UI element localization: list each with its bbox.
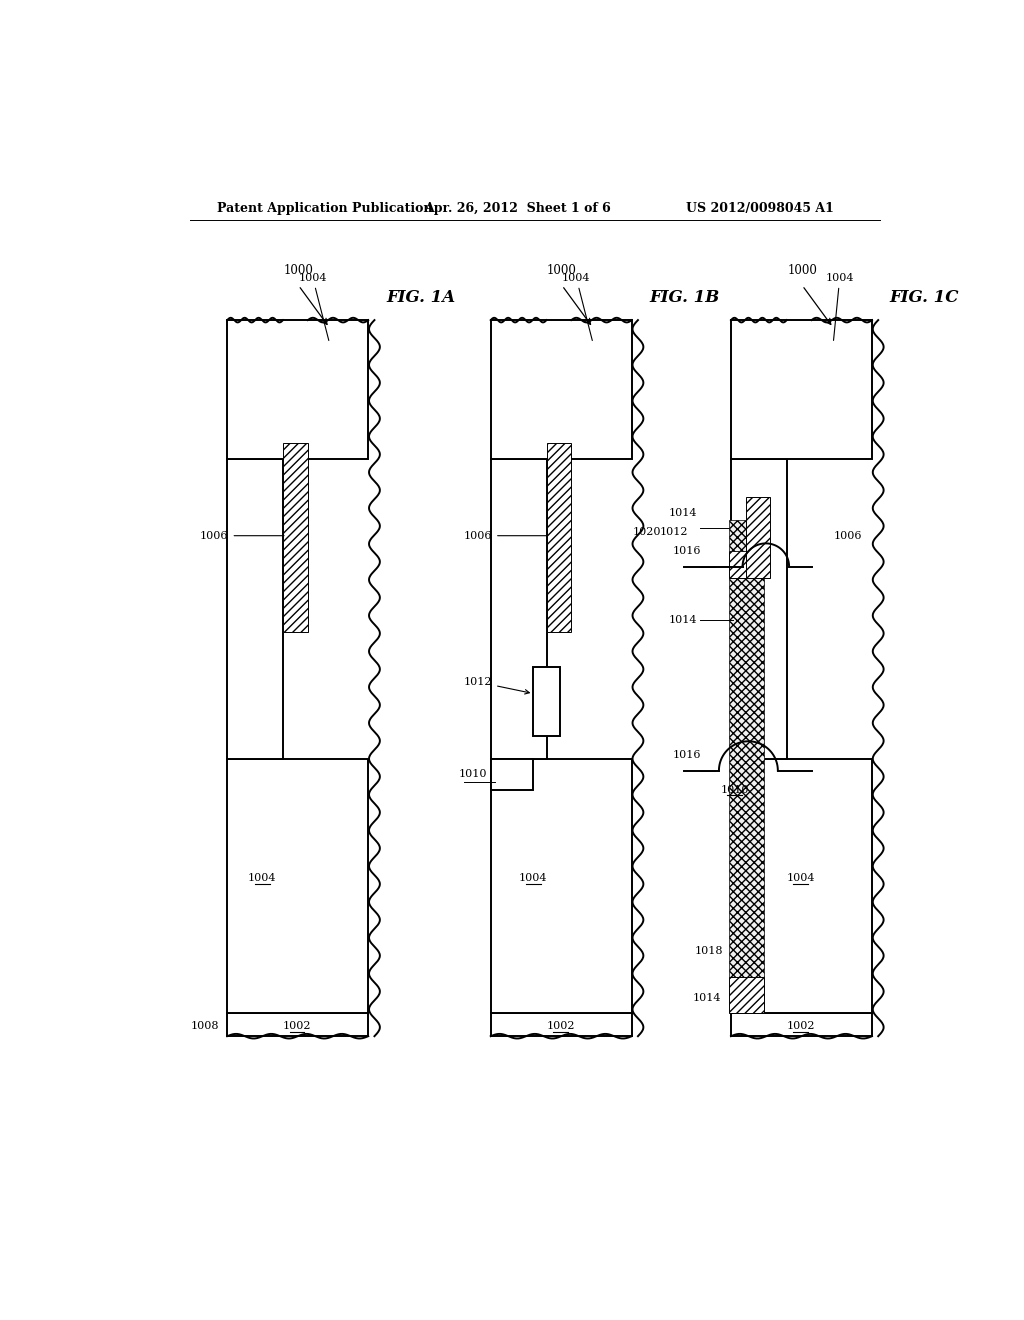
Text: 1018: 1018 (694, 946, 723, 957)
Bar (731, 759, 872, 1014)
Text: 1016: 1016 (673, 546, 701, 556)
Text: 1004: 1004 (299, 273, 329, 341)
Text: 1016: 1016 (673, 750, 701, 760)
Text: 1010: 1010 (721, 785, 750, 795)
Bar (729, 578, 764, 977)
Text: 1004: 1004 (519, 874, 548, 883)
Text: 1014: 1014 (669, 508, 697, 517)
Text: 1010: 1010 (459, 770, 486, 779)
Bar (490, 321, 632, 459)
Bar (227, 759, 369, 1014)
Text: 1002: 1002 (283, 1022, 311, 1031)
Bar (729, 552, 764, 578)
Bar (227, 1014, 369, 1036)
Text: 1008: 1008 (190, 1022, 219, 1031)
Text: FIG. 1C: FIG. 1C (890, 289, 959, 305)
Bar (746, 498, 770, 578)
Text: 1000: 1000 (787, 264, 817, 277)
Text: 1006: 1006 (464, 531, 548, 541)
Bar (547, 444, 571, 632)
Bar (227, 459, 283, 759)
Bar (283, 444, 308, 632)
Text: 1012: 1012 (464, 677, 529, 694)
Bar (490, 759, 632, 1014)
Text: US 2012/0098045 A1: US 2012/0098045 A1 (686, 202, 834, 215)
Bar (490, 759, 534, 789)
Text: 1004: 1004 (825, 273, 854, 341)
Text: 1004: 1004 (786, 874, 815, 883)
Bar (731, 321, 872, 459)
Text: 1020: 1020 (633, 527, 662, 537)
Text: 1014: 1014 (692, 993, 721, 1003)
Text: 1000: 1000 (547, 264, 577, 277)
Bar (729, 520, 746, 552)
Bar (534, 667, 560, 737)
Text: 1012: 1012 (659, 527, 688, 537)
Text: 1000: 1000 (284, 264, 313, 277)
Bar (490, 459, 547, 759)
Text: 1006: 1006 (834, 531, 862, 541)
Bar (731, 459, 786, 759)
Text: 1014: 1014 (669, 615, 697, 626)
Text: 1002: 1002 (546, 1022, 574, 1031)
Text: Apr. 26, 2012  Sheet 1 of 6: Apr. 26, 2012 Sheet 1 of 6 (424, 202, 610, 215)
Text: 1002: 1002 (786, 1022, 815, 1031)
Text: 1006: 1006 (200, 531, 284, 541)
Bar (490, 1014, 632, 1036)
Bar (227, 321, 369, 459)
Bar (731, 1014, 872, 1036)
Text: 1004: 1004 (248, 874, 276, 883)
Text: FIG. 1A: FIG. 1A (386, 289, 456, 305)
Bar (729, 977, 764, 1014)
Text: Patent Application Publication: Patent Application Publication (217, 202, 432, 215)
Text: 1004: 1004 (562, 273, 592, 341)
Text: FIG. 1B: FIG. 1B (649, 289, 720, 305)
